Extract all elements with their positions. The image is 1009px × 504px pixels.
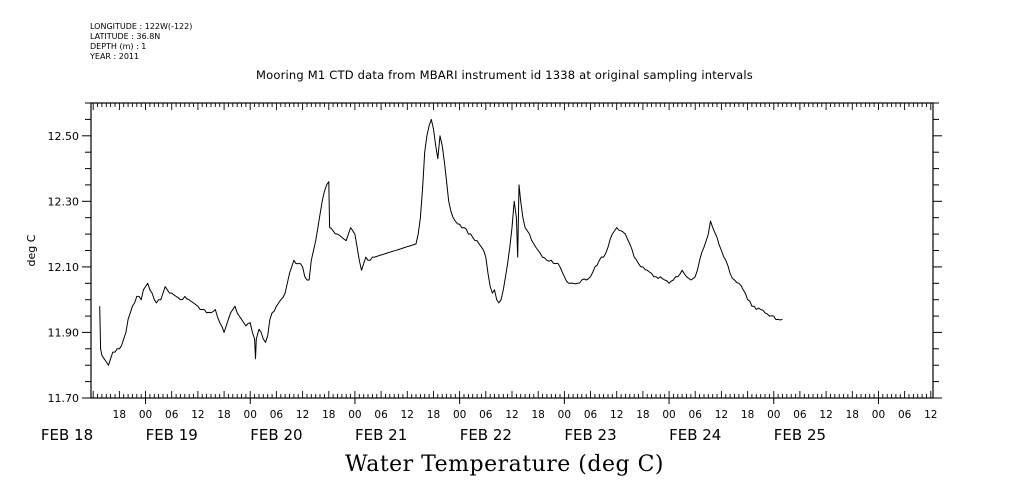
x-hour-label: 00 (872, 409, 885, 421)
metadata-block: LONGITUDE : 122W(-122) LATITUDE : 36.8N … (90, 22, 192, 62)
x-hour-label: 18 (636, 409, 649, 421)
plot-frame (90, 102, 934, 399)
x-hour-label: 12 (819, 409, 832, 421)
x-date-label: FEB 24 (669, 426, 721, 444)
x-hour-label: 06 (793, 409, 807, 421)
chart-axes (90, 102, 934, 399)
x-hour-label: 06 (479, 409, 493, 421)
x-hour-label: 00 (662, 409, 675, 421)
chart-title: Mooring M1 CTD data from MBARI instrumen… (256, 68, 753, 82)
x-hour-label: 18 (113, 409, 126, 421)
x-date-label: FEB 25 (774, 426, 826, 444)
x-hour-label: 00 (453, 409, 466, 421)
latitude-label: LATITUDE : 36.8N (90, 32, 161, 41)
chart-labels: 11.70 11.90 12.10 12.30 12.50 deg C 18 00 06 12 18… (25, 130, 938, 444)
x-minor-ticks (92, 103, 932, 398)
x-date-label: FEB 19 (146, 426, 198, 444)
series-line-0 (99, 118, 783, 366)
x-date-label: FEB 20 (250, 426, 302, 444)
y-tick-label: 11.90 (48, 326, 80, 339)
y-tick-label: 12.30 (48, 195, 80, 208)
y-tick-label: 12.10 (48, 261, 80, 274)
x-hour-label: 06 (584, 409, 598, 421)
chart-series (99, 118, 783, 366)
x-hour-label: 00 (558, 409, 571, 421)
x-hour-label: 06 (898, 409, 912, 421)
x-hour-label: 00 (139, 409, 152, 421)
x-hour-label: 12 (191, 409, 204, 421)
x-hour-label: 00 (767, 409, 780, 421)
x-hour-label: 06 (374, 409, 388, 421)
x-hour-label: 18 (846, 409, 859, 421)
x-hour-label: 18 (531, 409, 544, 421)
year-label: YEAR : 2011 (90, 52, 140, 61)
x-hour-label: 12 (715, 409, 728, 421)
longitude-label: LONGITUDE : 122W(-122) (90, 22, 193, 31)
chart-ticks (82, 102, 942, 404)
x-hour-label: 06 (270, 409, 284, 421)
x-hour-label: 18 (322, 409, 335, 421)
x-hour-label: 00 (348, 409, 361, 421)
x-hour-label: 06 (165, 409, 179, 421)
y-tick-label: 12.50 (48, 130, 80, 143)
x-hour-label: 12 (610, 409, 623, 421)
y-axis-label: deg C (25, 234, 38, 266)
x-hour-label: 00 (244, 409, 257, 421)
x-hour-label: 06 (689, 409, 703, 421)
x-hour-label: 12 (505, 409, 518, 421)
x-date-label: FEB 23 (564, 426, 616, 444)
x-hour-label: 12 (924, 409, 937, 421)
x-hour-label: 18 (217, 409, 230, 421)
x-hour-label: 18 (741, 409, 754, 421)
x-hour-label: 18 (427, 409, 440, 421)
depth-label: DEPTH (m) : 1 (90, 42, 147, 51)
x-hour-label: 12 (296, 409, 309, 421)
x-date-label: FEB 22 (460, 426, 512, 444)
x-hour-label: 12 (401, 409, 414, 421)
x-date-label: FEB 18 (41, 426, 93, 444)
main-title: Water Temperature (deg C) (345, 452, 664, 477)
x-date-label: FEB 21 (355, 426, 407, 444)
y-tick-label: 11.70 (48, 392, 80, 405)
